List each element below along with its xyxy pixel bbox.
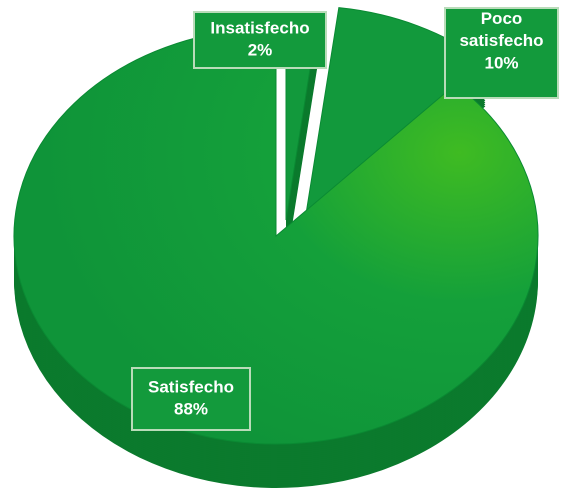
label-value: 2%	[248, 40, 273, 59]
label-category: Satisfecho	[148, 377, 234, 396]
label-box	[131, 367, 251, 431]
label-value: 88%	[174, 399, 208, 418]
label-box	[193, 11, 327, 69]
data-labels: Insatisfecho 2% Poco satisfecho 10% Satisfech…	[131, 7, 559, 431]
label-category: Poco satisfecho	[459, 9, 543, 50]
label-category: Insatisfecho	[210, 18, 309, 37]
label-box	[444, 7, 559, 99]
label-value: 10%	[484, 53, 518, 72]
